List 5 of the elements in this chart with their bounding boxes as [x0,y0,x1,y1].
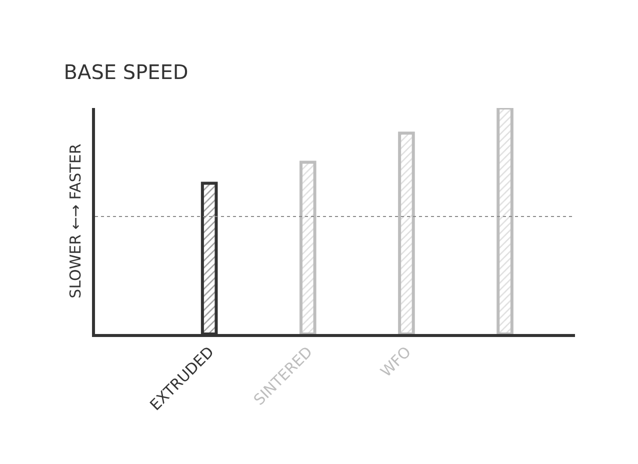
bar [300,160,316,334]
bar [398,132,415,334]
bar [496,108,514,334]
chart-title: BASE SPEED [64,60,188,84]
y-axis-title: SLOWER ←→ FASTER [66,144,84,298]
